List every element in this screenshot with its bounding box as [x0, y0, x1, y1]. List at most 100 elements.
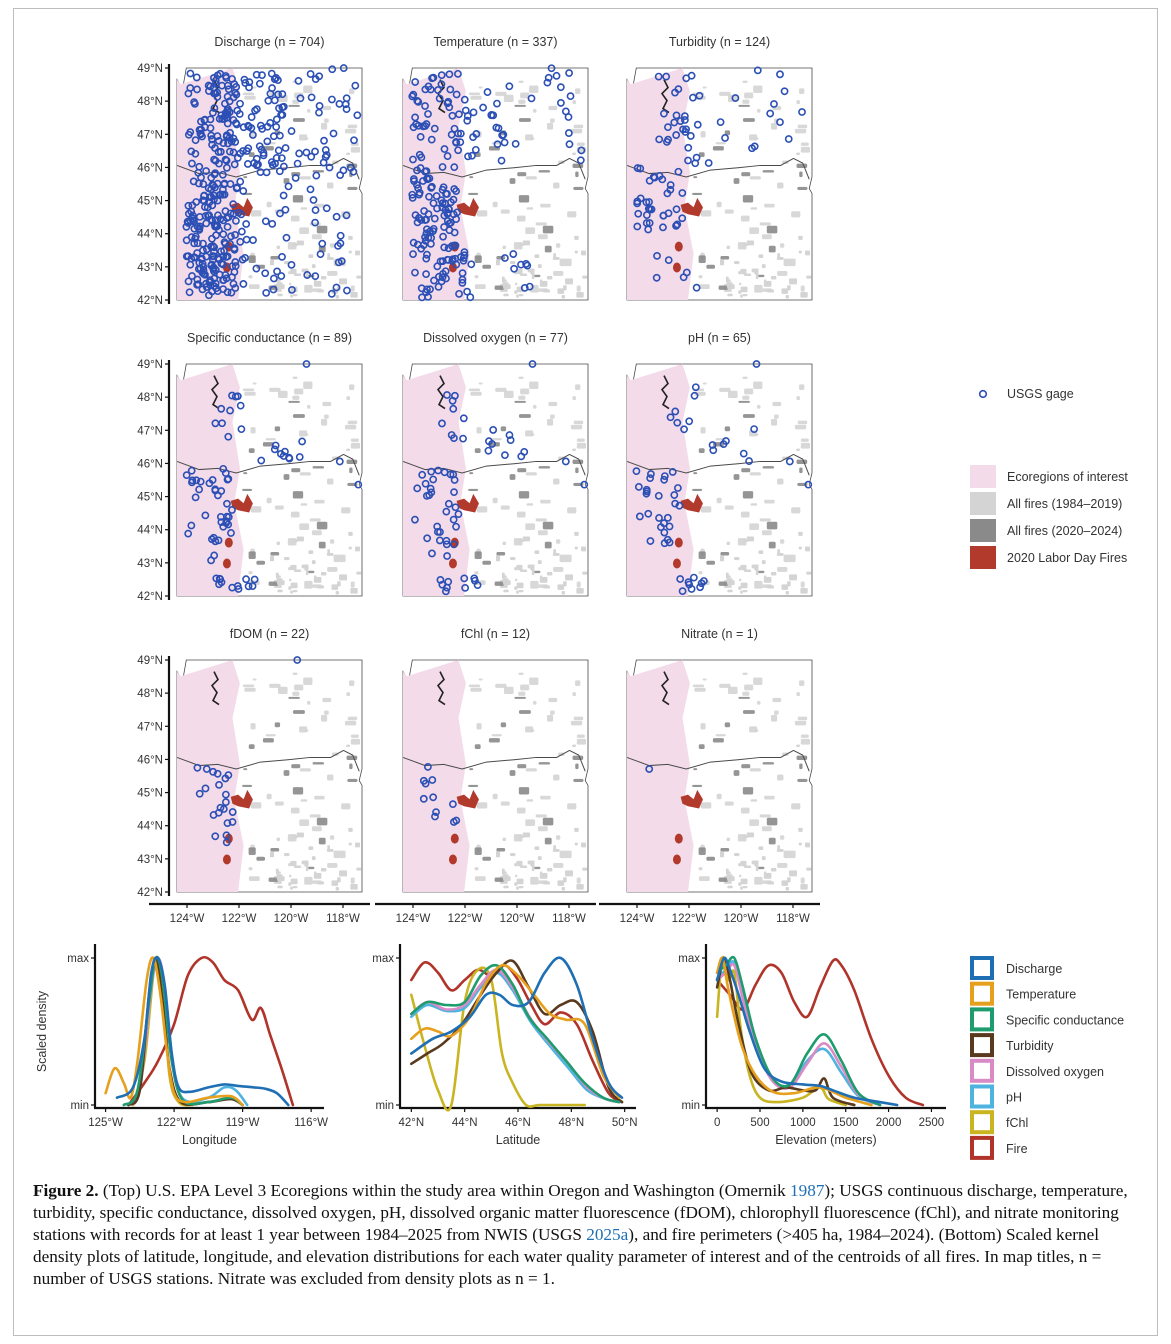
usgs-gage-point	[423, 250, 431, 259]
lon-tick-label: 120°W	[274, 913, 309, 925]
fire-1984-2019	[517, 268, 523, 275]
fire-1984-2019	[716, 201, 722, 208]
fire-1984-2019	[576, 877, 581, 884]
usgs-gage-point	[660, 528, 669, 537]
usgs-gage-point	[493, 99, 501, 108]
usgs-gage-point	[218, 419, 226, 428]
usgs-gage-point	[489, 426, 498, 434]
usgs-gage-point	[565, 69, 573, 77]
usgs-gage-point	[236, 99, 244, 108]
usgs-gage-point	[209, 108, 217, 117]
fire-1984-2019	[757, 108, 761, 113]
fire-1984-2019	[348, 531, 353, 536]
fire-1984-2019	[322, 401, 332, 407]
caption-citation-omernik[interactable]: 1987	[790, 1181, 825, 1200]
usgs-gage-point	[449, 800, 457, 809]
fire-1984-2019	[292, 672, 298, 675]
usgs-gage-point	[776, 70, 784, 79]
series-line-specific-conductance	[715, 955, 882, 1107]
fire-1984-2019	[574, 250, 578, 254]
usgs-gage-point	[294, 76, 303, 85]
fire-1984-2019	[277, 293, 283, 297]
usgs-gage-point	[270, 445, 279, 454]
usgs-gage-point	[199, 180, 208, 189]
fire-1984-2019	[561, 887, 566, 891]
legend-key-discharge	[970, 956, 994, 980]
usgs-gage-point	[221, 790, 230, 799]
fire-1984-2019	[294, 388, 304, 395]
usgs-gage-point	[450, 391, 459, 400]
fire-1984-2019	[277, 876, 285, 881]
x-tick-label: 2500	[919, 1117, 945, 1129]
usgs-gage-point	[636, 164, 645, 173]
fire-1984-2019	[326, 256, 334, 260]
fire-2020-2024	[762, 762, 775, 765]
fire-1984-2019	[719, 259, 725, 266]
fire-1984-2019	[575, 680, 581, 687]
series-line-discharge	[115, 956, 290, 1107]
usgs-gage-point	[449, 515, 458, 524]
fire-1984-2019	[265, 438, 276, 441]
fire-2020-2024	[292, 787, 304, 795]
fire-2020-2024	[692, 192, 703, 195]
fire-2020-2024	[542, 817, 554, 826]
fire-1984-2019	[301, 564, 307, 569]
usgs-gage-point	[439, 269, 447, 278]
fire-1984-2019	[746, 832, 752, 836]
fire-1984-2019	[337, 581, 341, 587]
station-points	[408, 64, 586, 302]
fire-1984-2019	[348, 250, 352, 254]
fire-1984-2019	[698, 876, 710, 882]
usgs-gage-point	[279, 191, 288, 200]
usgs-gage-point	[233, 106, 242, 115]
fire-2020-2024	[542, 225, 554, 234]
usgs-gage-point	[328, 95, 336, 104]
usgs-gage-point	[228, 808, 237, 816]
fire-1984-2019	[741, 860, 747, 867]
usgs-gage-point	[438, 163, 447, 171]
fire-2020-2024	[346, 755, 358, 760]
usgs-gage-point	[188, 214, 197, 223]
usgs-gage-point	[460, 95, 469, 104]
labor-day-fire	[448, 262, 457, 273]
fire-1984-2019	[520, 388, 530, 395]
fire-1984-2019	[535, 222, 547, 226]
fire-1984-2019	[502, 541, 506, 545]
usgs-gage-point	[228, 75, 236, 83]
usgs-gage-point	[188, 201, 197, 210]
fire-2020-2024	[509, 770, 516, 776]
fire-2020-2024	[692, 784, 703, 787]
fire-1984-2019	[294, 684, 304, 691]
usgs-gage-point	[454, 146, 463, 155]
station-points	[193, 656, 302, 847]
usgs-gage-point	[201, 511, 210, 520]
usgs-gage-point	[213, 93, 222, 101]
usgs-gage-point	[467, 260, 476, 269]
usgs-gage-point	[689, 573, 698, 582]
fire-2020-2024	[268, 581, 279, 586]
caption-citation-usgs[interactable]: 2025a	[586, 1225, 629, 1244]
labor-day-fire	[456, 789, 479, 809]
fire-1984-2019	[724, 209, 734, 214]
usgs-gage-point	[660, 109, 668, 118]
usgs-gage-point	[543, 78, 552, 87]
usgs-gage-point	[665, 522, 674, 531]
fire-1984-2019	[277, 885, 283, 889]
fire-1984-2019	[698, 284, 710, 290]
fire-1984-2019	[574, 235, 579, 240]
fire-1984-2019	[543, 585, 550, 589]
fire-1984-2019	[726, 541, 730, 545]
usgs-gage-point	[335, 457, 344, 466]
usgs-gage-point	[466, 293, 475, 302]
fire-1984-2019	[503, 589, 509, 593]
map-panel: Nitrate (n = 1)124°W 122°W 120°W 118°W	[599, 627, 820, 925]
fire-1984-2019	[561, 295, 566, 299]
usgs-gage-point	[224, 213, 233, 222]
usgs-gage-point	[798, 108, 806, 116]
usgs-gage-point	[332, 212, 341, 221]
fire-2020-2024	[316, 817, 328, 826]
fire-1984-2019	[495, 91, 507, 96]
fire-1984-2019	[331, 288, 339, 294]
fire-1984-2019	[525, 523, 536, 531]
usgs-gage-point	[228, 262, 237, 271]
